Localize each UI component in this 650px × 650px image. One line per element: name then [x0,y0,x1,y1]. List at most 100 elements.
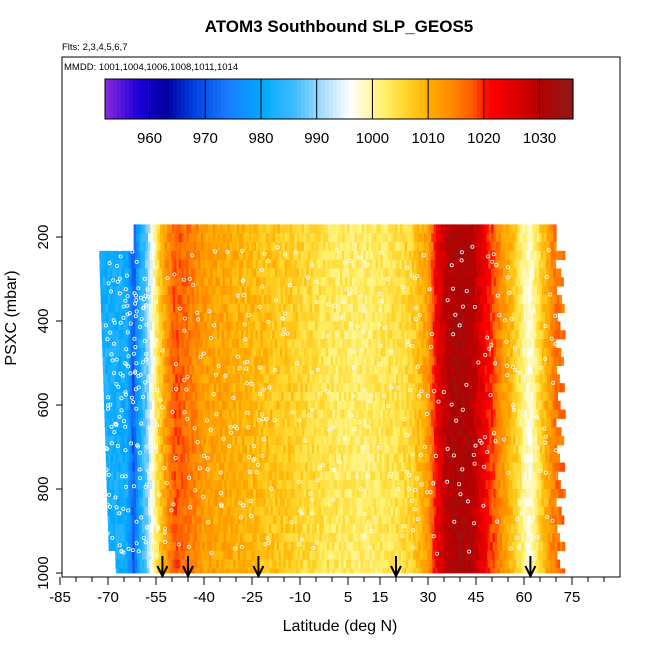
heat-cell [546,242,550,252]
heat-cell [223,294,227,305]
heat-cell [174,233,178,243]
heat-cell [387,268,391,278]
heat-cell [410,444,414,455]
heat-cell [447,339,451,349]
heat-cell [206,294,210,305]
heat-cell [226,250,230,261]
heat-cell [513,356,517,366]
heat-cell [236,418,240,428]
heat-cell [504,312,508,322]
heat-cell [390,436,394,446]
heat-cell [138,277,142,287]
heat-cell [147,400,151,411]
heat-cell [454,330,458,340]
heat-cell [330,356,334,366]
heat-cell [176,242,180,252]
heat-cell [288,383,292,393]
heat-cell [513,436,517,446]
heat-cell [419,356,423,366]
heat-cell [312,321,316,331]
heat-cell [160,233,163,243]
heat-cell [543,321,547,331]
heat-cell [276,374,280,384]
heat-cell [304,374,308,384]
heat-cell [478,312,482,322]
heat-cell [205,242,209,252]
heat-cell [203,365,207,375]
heat-cell [405,436,409,446]
heat-cell [304,427,308,437]
heat-cell [425,383,429,393]
heat-cell [248,242,252,252]
heat-cell [255,330,259,340]
heat-cell [500,330,504,340]
heat-cell [436,277,440,287]
heat-cell [384,391,388,402]
heat-cell [405,303,409,313]
heat-cell [268,427,272,437]
heat-cell [491,365,495,375]
heat-cell [408,400,412,411]
heat-cell [507,250,511,261]
heat-cell [266,453,270,463]
heat-cell [469,259,473,269]
heat-cell [104,418,108,428]
heat-cell [410,303,414,313]
heat-cell [203,294,207,305]
heat-cell [369,365,373,375]
heat-cell [160,303,164,313]
heat-cell [163,312,167,322]
heat-cell [411,339,415,349]
heat-cell [395,286,399,296]
heat-cell [217,286,221,296]
heat-cell [459,339,463,349]
heat-cell [536,242,540,252]
heat-cell [383,444,387,455]
heat-cell [179,436,183,446]
heat-cell [348,400,352,411]
heat-cell [450,418,454,428]
heat-cell [277,233,281,243]
heat-cell [236,400,240,411]
heat-cell [136,286,140,296]
heat-cell [219,250,223,261]
heat-cell [510,418,514,428]
heat-cell [436,242,439,252]
heat-cell [153,453,157,463]
heat-cell [452,250,456,261]
heat-cell [282,286,286,296]
heat-cell [457,259,461,269]
heat-cell [539,418,543,428]
heat-cell [371,286,375,296]
heat-cell [294,356,298,366]
heat-cell [474,436,478,446]
heat-cell [496,427,500,437]
heat-cell [308,347,312,358]
heat-cell [486,339,490,349]
heat-cell [401,391,405,402]
heat-cell [479,365,483,375]
heat-cell [254,391,258,402]
heat-cell [421,347,425,358]
heat-cell [534,277,538,287]
heat-cell [331,303,335,313]
heat-cell [523,312,527,322]
heat-cell [129,356,133,366]
heat-cell [244,453,248,463]
heat-cell [272,347,276,358]
heat-cell [317,321,321,331]
heat-cell [279,321,283,331]
heat-cell [203,427,207,437]
heat-cell [147,250,151,261]
heat-cell [489,444,493,455]
heat-cell [192,391,196,402]
heat-cell [166,250,170,261]
heat-cell [231,259,235,269]
heat-cell [203,436,207,446]
heat-cell [328,427,332,437]
heat-cell [456,250,460,261]
heat-cell [196,453,200,463]
heat-cell [404,427,408,437]
heat-cell [172,303,176,313]
heat-cell [293,383,297,393]
